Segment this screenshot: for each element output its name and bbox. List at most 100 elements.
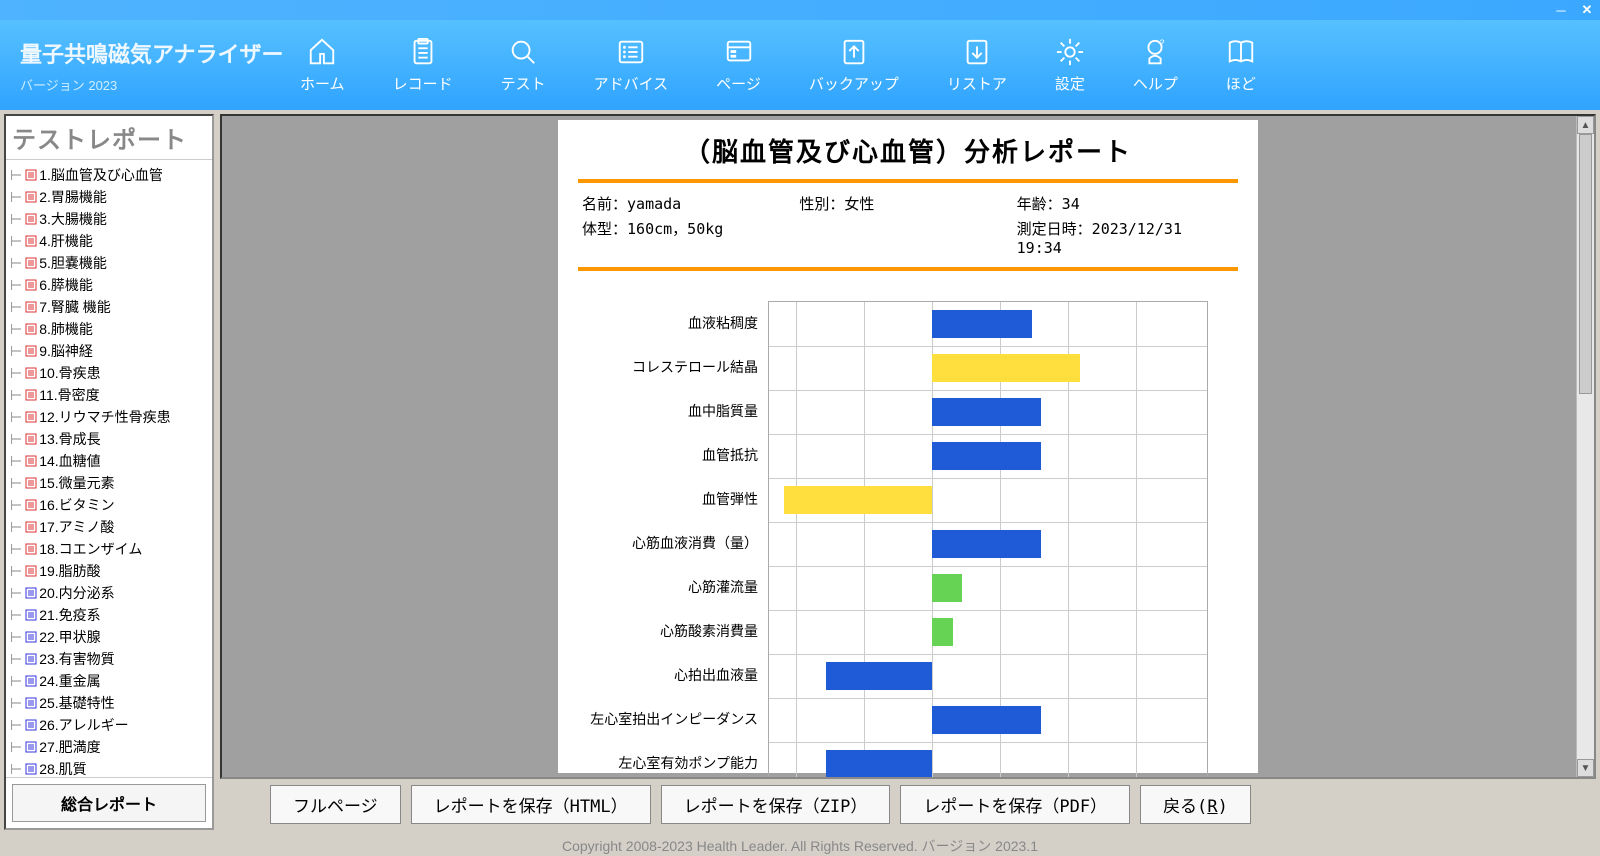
file-icon — [24, 345, 37, 358]
file-icon — [24, 763, 37, 776]
close-button[interactable]: ✕ — [1574, 0, 1600, 20]
toolbar-clipboard-button[interactable]: レコード — [393, 37, 453, 94]
sidebar-item[interactable]: ⊢13.骨成長 — [8, 428, 210, 450]
bottom-button[interactable]: レポートを保存（PDF） — [900, 785, 1130, 824]
sidebar-item[interactable]: ⊢22.甲状腺 — [8, 626, 210, 648]
toolbar-label: 設定 — [1055, 73, 1085, 94]
file-icon — [24, 455, 37, 468]
file-icon — [24, 521, 37, 534]
sidebar-item[interactable]: ⊢19.脂肪酸 — [8, 560, 210, 582]
chart-bar — [932, 398, 1041, 426]
sidebar-item[interactable]: ⊢11.骨密度 — [8, 384, 210, 406]
sidebar-list[interactable]: ⊢1.脳血管及び心血管⊢2.胃腸機能⊢3.大腸機能⊢4.肝機能⊢5.胆嚢機能⊢6… — [6, 160, 212, 777]
chart-bar — [932, 574, 962, 602]
comprehensive-report-button[interactable]: 総合レポート — [12, 784, 206, 822]
chart-bar — [826, 750, 932, 778]
sidebar-item-label: 14.血糖値 — [39, 451, 100, 471]
sidebar-item[interactable]: ⊢17.アミノ酸 — [8, 516, 210, 538]
sidebar-item[interactable]: ⊢4.肝機能 — [8, 230, 210, 252]
sidebar-item[interactable]: ⊢8.肺機能 — [8, 318, 210, 340]
main-area: テストレポート ⊢1.脳血管及び心血管⊢2.胃腸機能⊢3.大腸機能⊢4.肝機能⊢… — [0, 110, 1600, 834]
sidebar-item[interactable]: ⊢6.膵機能 — [8, 274, 210, 296]
sidebar-item[interactable]: ⊢7.腎臓 機能 — [8, 296, 210, 318]
sidebar-item[interactable]: ⊢12.リウマチ性骨疾患 — [8, 406, 210, 428]
toolbar-book-button[interactable]: ほど — [1226, 37, 1256, 94]
sidebar-item[interactable]: ⊢15.微量元素 — [8, 472, 210, 494]
toolbar-label: ホーム — [300, 73, 345, 94]
report-viewport: （脳血管及び心血管）分析レポート 名前：yamada 性別：女性 年齢：34 体… — [220, 114, 1596, 779]
footer-copyright: Copyright 2008-2023 Health Leader. All R… — [0, 834, 1600, 856]
scroll-thumb[interactable] — [1579, 134, 1592, 394]
sidebar-item[interactable]: ⊢14.血糖値 — [8, 450, 210, 472]
chart-label: 左心室有効ポンプ能力 — [588, 741, 768, 779]
bottom-button[interactable]: 戻る(R) — [1140, 785, 1251, 824]
sidebar-footer: 総合レポート — [6, 777, 212, 828]
sidebar-item[interactable]: ⊢24.重金属 — [8, 670, 210, 692]
toolbar-label: ヘルプ — [1133, 73, 1178, 94]
toolbar-download-button[interactable]: リストア — [947, 37, 1007, 94]
sidebar-item[interactable]: ⊢10.骨疾患 — [8, 362, 210, 384]
sidebar-item[interactable]: ⊢28.肌質 — [8, 758, 210, 777]
toolbar-gear-button[interactable]: 設定 — [1055, 37, 1085, 94]
toolbar-list-button[interactable]: アドバイス — [594, 37, 669, 94]
toolbar-label: ほど — [1226, 73, 1256, 94]
meta-age: 年齢：34 — [1017, 193, 1234, 214]
file-icon — [24, 191, 37, 204]
toolbar-help-button[interactable]: ? ヘルプ — [1133, 37, 1178, 94]
toolbar-upload-button[interactable]: バックアップ — [809, 37, 899, 94]
toolbar-label: レコード — [393, 73, 453, 94]
scroll-up-button[interactable]: ▲ — [1577, 116, 1594, 134]
toolbar-home-button[interactable]: ホーム — [300, 37, 345, 94]
sidebar-item[interactable]: ⊢18.コエンザイム — [8, 538, 210, 560]
help-icon: ? — [1140, 37, 1170, 67]
list-icon — [616, 37, 646, 67]
sidebar-item-label: 15.微量元素 — [39, 473, 114, 493]
sidebar-item[interactable]: ⊢9.脳神経 — [8, 340, 210, 362]
scrollbar[interactable]: ▲ ▼ — [1576, 116, 1594, 777]
sidebar-item[interactable]: ⊢1.脳血管及び心血管 — [8, 164, 210, 186]
sidebar-item[interactable]: ⊢21.免疫系 — [8, 604, 210, 626]
report-divider — [578, 267, 1238, 271]
sidebar-item[interactable]: ⊢3.大腸機能 — [8, 208, 210, 230]
sidebar-item[interactable]: ⊢26.アレルギー — [8, 714, 210, 736]
sidebar-item[interactable]: ⊢25.基礎特性 — [8, 692, 210, 714]
clipboard-icon — [408, 37, 438, 67]
report-page: （脳血管及び心血管）分析レポート 名前：yamada 性別：女性 年齢：34 体… — [558, 120, 1258, 773]
file-icon — [24, 213, 37, 226]
bottom-button[interactable]: フルページ — [270, 785, 401, 824]
report-meta: 名前：yamada 性別：女性 年齢：34 体型：160cm，50kg 測定日時… — [578, 185, 1238, 265]
analysis-chart: 血液粘稠度コレステロール結晶血中脂質量血管抵抗血管弾性心筋血液消費（量）心筋灌流… — [578, 301, 1238, 779]
sidebar-item-label: 9.脳神経 — [39, 341, 93, 361]
chart-bar — [932, 618, 953, 646]
sidebar-item-label: 25.基礎特性 — [39, 693, 114, 713]
app-title: 量子共鳴磁気アナライザー — [20, 37, 300, 69]
scroll-down-button[interactable]: ▼ — [1577, 759, 1594, 777]
file-icon — [24, 675, 37, 688]
sidebar-item-label: 10.骨疾患 — [39, 363, 100, 383]
file-icon — [24, 565, 37, 578]
meta-time: 測定日時：2023/12/31 19:34 — [1017, 218, 1234, 257]
file-icon — [24, 741, 37, 754]
report-divider — [578, 179, 1238, 183]
chart-bar — [826, 662, 932, 690]
sidebar-item[interactable]: ⊢5.胆嚢機能 — [8, 252, 210, 274]
sidebar-item-label: 13.骨成長 — [39, 429, 100, 449]
toolbar-search-button[interactable]: テスト — [501, 37, 546, 94]
toolbar-pages-button[interactable]: ページ — [716, 37, 761, 94]
sidebar-item[interactable]: ⊢16.ビタミン — [8, 494, 210, 516]
sidebar-item-label: 19.脂肪酸 — [39, 561, 100, 581]
sidebar-item-label: 18.コエンザイム — [39, 539, 142, 559]
file-icon — [24, 411, 37, 424]
file-icon — [24, 235, 37, 248]
sidebar-item[interactable]: ⊢2.胃腸機能 — [8, 186, 210, 208]
sidebar-item[interactable]: ⊢20.内分泌系 — [8, 582, 210, 604]
file-icon — [24, 543, 37, 556]
bottom-button[interactable]: レポートを保存（ZIP） — [661, 785, 891, 824]
sidebar-item[interactable]: ⊢27.肥満度 — [8, 736, 210, 758]
file-icon — [24, 719, 37, 732]
bottom-button[interactable]: レポートを保存（HTML） — [411, 785, 651, 824]
sidebar-item-label: 6.膵機能 — [39, 275, 93, 295]
sidebar-item[interactable]: ⊢23.有害物質 — [8, 648, 210, 670]
minimize-button[interactable]: ─ — [1548, 0, 1574, 20]
app-header: 量子共鳴磁気アナライザー バージョン 2023 ホームレコードテストアドバイスペ… — [0, 20, 1600, 110]
